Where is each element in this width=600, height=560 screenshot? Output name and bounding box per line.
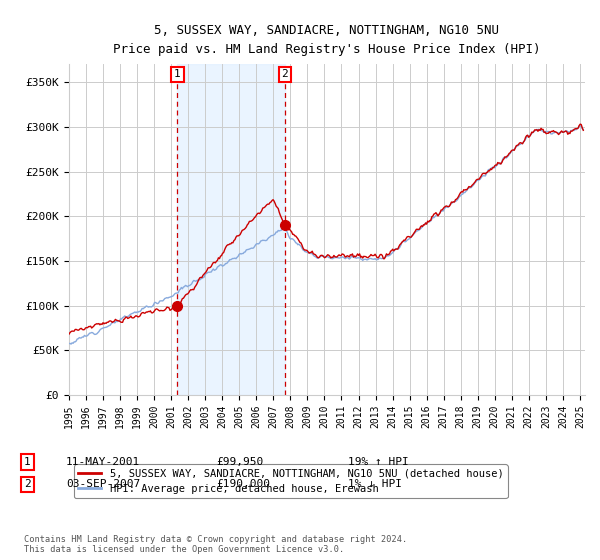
Text: Contains HM Land Registry data © Crown copyright and database right 2024.
This d: Contains HM Land Registry data © Crown c… <box>24 535 407 554</box>
Text: £99,950: £99,950 <box>216 457 263 467</box>
Legend: 5, SUSSEX WAY, SANDIACRE, NOTTINGHAM, NG10 5NU (detached house), HPI: Average pr: 5, SUSSEX WAY, SANDIACRE, NOTTINGHAM, NG… <box>74 464 508 498</box>
Text: 2: 2 <box>24 479 31 489</box>
Text: 11-MAY-2001: 11-MAY-2001 <box>66 457 140 467</box>
Text: 1: 1 <box>174 69 181 80</box>
Bar <box>178 64 285 395</box>
Text: 19% ↑ HPI: 19% ↑ HPI <box>348 457 409 467</box>
Title: 5, SUSSEX WAY, SANDIACRE, NOTTINGHAM, NG10 5NU
Price paid vs. HM Land Registry's: 5, SUSSEX WAY, SANDIACRE, NOTTINGHAM, NG… <box>113 24 541 57</box>
Text: 03-SEP-2007: 03-SEP-2007 <box>66 479 140 489</box>
Text: 2: 2 <box>281 69 288 80</box>
Text: 1: 1 <box>24 457 31 467</box>
Text: £190,000: £190,000 <box>216 479 270 489</box>
Text: 1% ↓ HPI: 1% ↓ HPI <box>348 479 402 489</box>
